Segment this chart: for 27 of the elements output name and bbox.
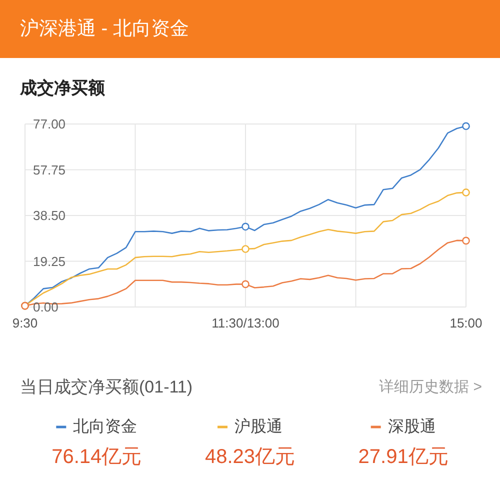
legend-title: 当日成交净买额(01-11) (20, 378, 193, 396)
text: 详细历史数据 > (379, 378, 482, 396)
text: 27.91亿元 (358, 446, 448, 468)
legend-label: 深股通 (388, 418, 436, 436)
x-tick-label: 11:30/13:00 (212, 316, 280, 330)
point (462, 122, 470, 130)
y-tick-label: 0.00 (33, 300, 58, 314)
legend-label: 北向资金 (73, 418, 138, 436)
chart-subtitle: 成交净买额 (19, 78, 106, 98)
x-tick-label: 15:00 (450, 316, 482, 330)
point (462, 188, 470, 196)
legend-item: 深股通 (370, 418, 436, 436)
point (462, 236, 470, 245)
y-tick-label: 38.50 (33, 208, 66, 223)
legend-item: 北向资金 (56, 418, 138, 436)
legend-label: 沪股通 (234, 418, 282, 436)
y-tick-label: 19.25 (33, 254, 66, 269)
x-tick-label: 9:30 (12, 316, 38, 330)
chart-title: 沪深港通 - 北向资金 (20, 18, 189, 40)
text: 48.23亿元 (204, 446, 296, 468)
point (242, 280, 250, 288)
y-tick-label: 57.75 (33, 162, 66, 178)
legend-item: 沪股通 (218, 418, 282, 436)
point (242, 222, 250, 231)
text: 76.14亿元 (52, 446, 142, 468)
point (242, 245, 250, 253)
y-tick-label: 77.00 (33, 116, 66, 132)
